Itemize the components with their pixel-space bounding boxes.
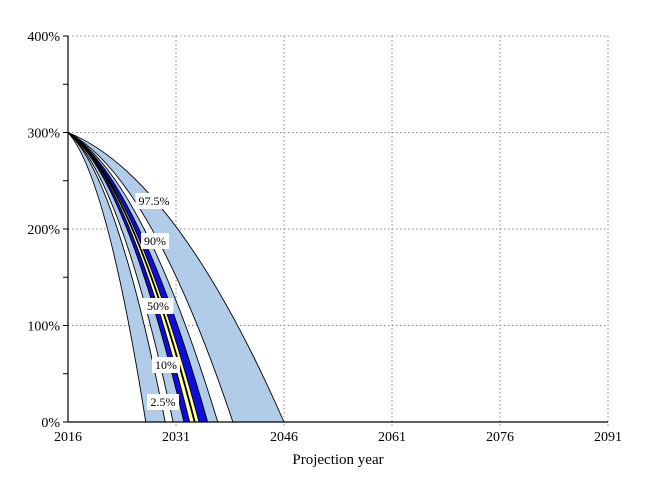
y-tick-label: 100% — [27, 320, 60, 335]
percentile-label-box — [142, 298, 174, 314]
y-tick-label: 300% — [27, 127, 60, 142]
x-tick-label: 2016 — [54, 430, 82, 445]
fan-band — [68, 132, 284, 422]
fan-band — [68, 132, 218, 422]
x-tick-label: 2076 — [486, 430, 514, 445]
fan-band — [68, 132, 184, 422]
fan-band — [68, 132, 166, 422]
fan-band — [68, 132, 190, 422]
x-axis-title: Projection year — [292, 452, 384, 468]
percentile-label: 97.5% — [139, 194, 170, 208]
x-tick-label: 2091 — [594, 430, 622, 445]
percentile-label: 90% — [144, 234, 166, 248]
x-tick-label: 2046 — [270, 430, 298, 445]
percentile-label-box — [152, 357, 180, 373]
percentile-label-box — [141, 233, 169, 249]
percentile-label: 2.5% — [151, 395, 176, 409]
y-tick-label: 0% — [41, 416, 60, 431]
percentile-label: 10% — [155, 358, 177, 372]
y-tick-label: 400% — [27, 30, 60, 45]
percentile-curve — [67, 132, 147, 423]
percentile-label-box — [135, 193, 173, 209]
percentile-curve — [67, 132, 209, 423]
fan-band — [68, 132, 208, 422]
percentile-label: 50% — [147, 299, 169, 313]
percentile-curve — [67, 132, 234, 423]
x-tick-label: 2061 — [378, 430, 406, 445]
y-tick-label: 200% — [27, 223, 60, 238]
fan-band — [68, 132, 200, 422]
percentile-label-box — [147, 394, 179, 410]
percentile-curve — [67, 132, 219, 423]
percentile-curve — [67, 132, 285, 423]
x-tick-label: 2031 — [162, 430, 190, 445]
